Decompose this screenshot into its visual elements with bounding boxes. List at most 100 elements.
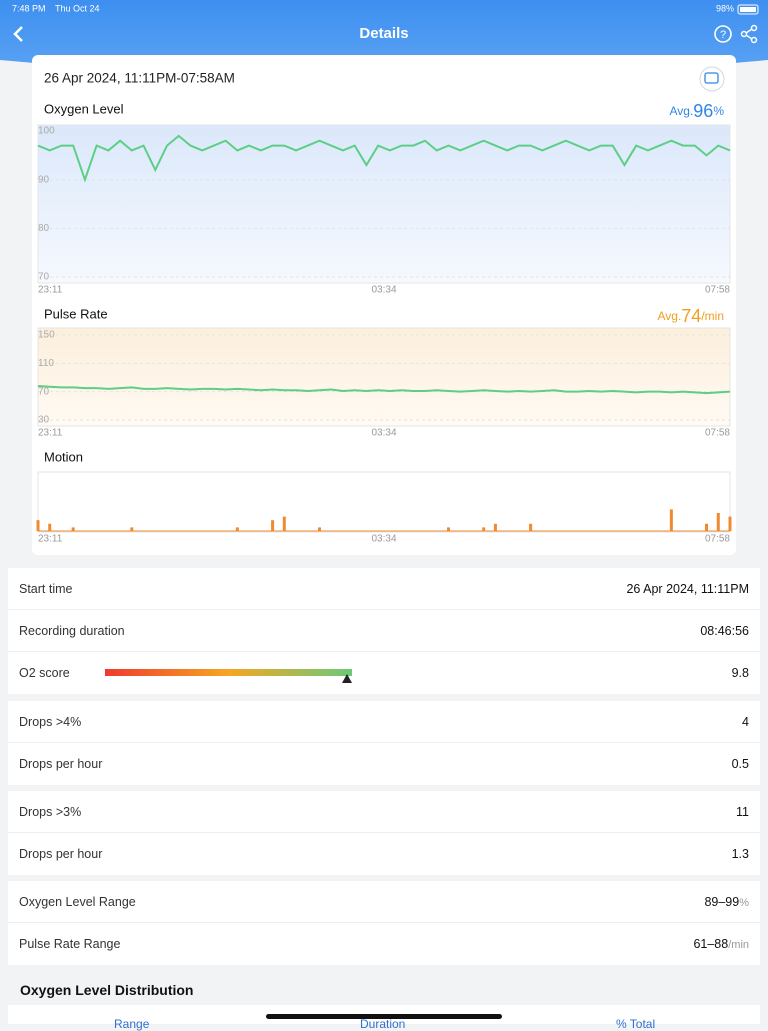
column-header: Duration xyxy=(360,1017,406,1031)
plot-area xyxy=(37,124,731,284)
drops4-group: Drops >4% 4 Drops per hour 0.5 xyxy=(8,701,760,785)
bar xyxy=(716,513,720,531)
x-tick-label: 03:34 xyxy=(371,534,396,545)
score-marker xyxy=(342,674,353,683)
score-bar xyxy=(105,669,352,676)
row: Drops >3% 11 xyxy=(8,791,760,833)
zoom-icon xyxy=(704,72,719,84)
x-tick-label: 07:58 xyxy=(705,534,730,545)
x-tick-label: 23:11 xyxy=(38,534,63,545)
bar xyxy=(529,523,533,531)
plot-area xyxy=(37,327,731,427)
date-range: 26 Apr 2024, 11:11PM-07:58AM xyxy=(44,71,235,86)
bar xyxy=(669,509,673,531)
home-indicator xyxy=(266,1014,502,1019)
y-tick-label: 30 xyxy=(38,415,50,426)
help-icon: ? xyxy=(720,29,726,41)
row: Start time 26 Apr 2024, 11:11PM xyxy=(8,568,760,610)
value: 4 xyxy=(742,714,749,729)
y-tick-label: 90 xyxy=(38,174,50,185)
bar xyxy=(235,527,239,531)
row: O2 score 9.8 xyxy=(8,652,760,694)
label: Drops per hour xyxy=(19,757,103,771)
section-title: Oxygen Level Distribution xyxy=(20,982,194,998)
help-button[interactable] xyxy=(714,25,732,43)
label: Drops per hour xyxy=(19,847,103,861)
chart-title: Motion xyxy=(44,449,83,464)
value: 9.8 xyxy=(731,666,749,680)
status-time: 7:48 PM xyxy=(12,3,46,13)
plot-area xyxy=(37,471,731,533)
x-tick-label: 07:58 xyxy=(705,285,730,296)
y-tick-label: 70 xyxy=(38,386,50,397)
bar xyxy=(728,516,732,531)
bar xyxy=(48,523,52,531)
bar xyxy=(271,520,275,531)
label: O2 score xyxy=(19,666,70,680)
label: Drops >3% xyxy=(19,804,82,819)
label: Oxygen Level Range xyxy=(19,894,136,909)
back-button[interactable] xyxy=(13,26,23,42)
column-header: Range xyxy=(114,1017,150,1031)
x-tick-label: 03:34 xyxy=(371,428,396,439)
label: Start time xyxy=(19,581,73,596)
average-avg_unit: % xyxy=(713,104,724,118)
average-avg_label: Avg. xyxy=(658,309,682,323)
average-avg_value: 96 xyxy=(693,101,713,121)
row: Recording duration 08:46:56 xyxy=(8,610,760,652)
x-tick-label: 07:58 xyxy=(705,428,730,439)
value: 26 Apr 2024, 11:11PM xyxy=(626,581,749,596)
data-line xyxy=(37,385,731,395)
row: Drops per hour 0.5 xyxy=(8,743,760,785)
value: 0.5 xyxy=(731,757,749,771)
data-line xyxy=(37,134,731,183)
bar xyxy=(493,523,497,531)
average-avg_value: 74 xyxy=(681,306,701,326)
average-avg_unit: /min xyxy=(701,309,724,323)
bar xyxy=(482,527,486,531)
header-title: Details xyxy=(359,25,408,42)
unit: % xyxy=(739,896,749,909)
row: Drops >4% 4 xyxy=(8,701,760,743)
chart-title: Oxygen Level xyxy=(44,101,124,116)
average: Avg.96% xyxy=(670,101,725,121)
label: Pulse Rate Range xyxy=(19,937,121,951)
y-tick-label: 80 xyxy=(38,223,50,234)
value: 11 xyxy=(736,804,749,819)
bar xyxy=(71,527,75,531)
summary-group: Start time 26 Apr 2024, 11:11PM Recording… xyxy=(8,568,760,694)
label: Recording duration xyxy=(19,623,125,638)
bar xyxy=(705,523,709,531)
y-tick-label: 150 xyxy=(38,330,55,341)
status-battery: 98% xyxy=(716,3,734,13)
battery-icon xyxy=(737,4,759,15)
status-date: Thu Oct 24 xyxy=(55,3,100,13)
value: 89–99 xyxy=(704,894,740,909)
bar xyxy=(317,527,321,531)
range-group: Oxygen Level Range 89–99% Pulse Rate Rang… xyxy=(8,881,760,965)
battery-level xyxy=(740,7,756,12)
y-tick-label: 110 xyxy=(38,358,54,369)
bar xyxy=(130,527,134,531)
y-tick-label: 70 xyxy=(38,272,50,283)
chart-title: Pulse Rate xyxy=(44,306,108,321)
value: 1.3 xyxy=(731,847,749,861)
x-tick-label: 23:11 xyxy=(38,285,63,296)
column-header: % Total xyxy=(616,1017,656,1031)
top-area: 7:48 PM Thu Oct 24 98% Details ? 26 Apr … xyxy=(0,0,768,555)
x-tick-label: 03:34 xyxy=(371,285,396,296)
row: Pulse Rate Range 61–88/min xyxy=(8,923,760,965)
x-tick-label: 23:11 xyxy=(38,428,63,439)
average: Avg.74/min xyxy=(658,306,725,326)
row: Drops per hour 1.3 xyxy=(8,833,760,875)
bar xyxy=(36,520,40,531)
zoom-button[interactable] xyxy=(699,66,725,92)
share-button[interactable] xyxy=(740,24,758,44)
label: Drops >4% xyxy=(19,714,82,729)
row: Oxygen Level Range 89–99% xyxy=(8,881,760,923)
unit: /min xyxy=(728,939,749,951)
bar xyxy=(447,527,451,531)
average-avg_label: Avg. xyxy=(670,104,694,118)
y-tick-label: 100 xyxy=(38,126,55,137)
